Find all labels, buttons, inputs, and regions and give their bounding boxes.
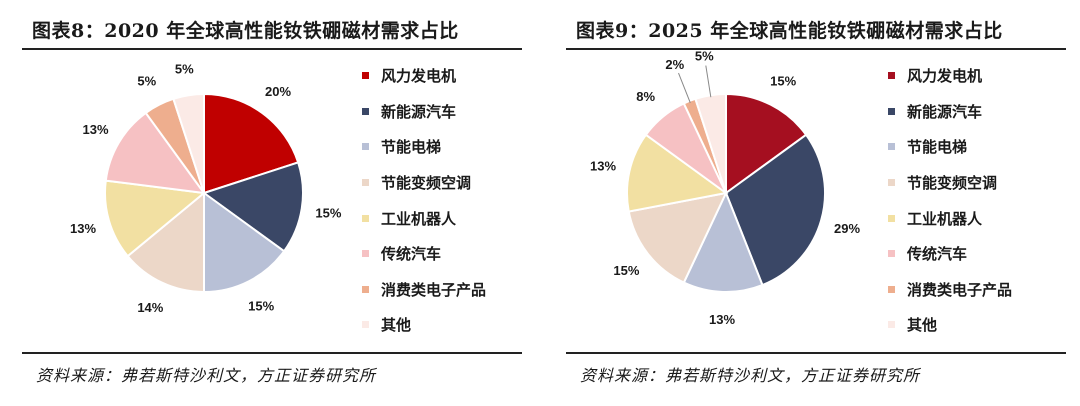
leader-line [678,72,691,103]
slice-percent-label: 5% [175,62,194,77]
legend-item: 传统汽车 [362,236,486,272]
legend-item: 节能电梯 [888,129,1012,165]
legend-item: 其他 [888,307,1012,343]
chart-title: 图表9：2025 年全球高性能钕铁硼磁材需求占比 [576,20,1003,42]
legend-swatch [362,321,369,329]
slice-percent-label: 29% [834,221,860,236]
legend-label: 消费类电子产品 [907,280,1013,299]
chart-legend: 风力发电机新能源汽车节能电梯节能变频空调 工业机器人传统汽车消费类电子产品 其他 [362,58,486,343]
legend-item: 节能电梯 [362,129,486,165]
legend-swatch [888,143,895,151]
source-note: 资料来源：弗若斯特沙利文，方正证券研究所 [36,366,377,385]
legend-swatch [362,143,369,151]
chart-panel-2025: 图表9：2025 年全球高性能钕铁硼磁材需求占比 15% 29% 13% 15% 13%… [558,0,1068,406]
slice-percent-label: 5% [695,49,714,64]
slice-percent-label: 2% [665,57,684,72]
pie-slice [104,179,207,258]
pie-slice [201,161,304,253]
chart-panel-2020: 图表8：2020 年全球高性能钕铁硼磁材需求占比 20% 15% 15% 14% 13%… [14,0,524,406]
legend-item: 风力发电机 [888,58,1012,94]
slice-percent-label: 14% [137,300,163,315]
legend-item: 工业机器人 [362,200,486,236]
pie-chart-2020: 20% 15% 15% 14% 13% 13% 5% 5% [70,62,342,315]
legend-swatch [362,285,369,293]
source-note: 资料来源：弗若斯特沙利文，方正证券研究所 [580,366,921,385]
slice-percent-label: 15% [248,298,274,313]
legend-item: 新能源汽车 [362,94,486,130]
legend-swatch [888,214,895,222]
legend-swatch [888,250,895,258]
legend-swatch [888,72,895,80]
chart-legend: 风力发电机新能源汽车节能电梯节能变频空调 工业机器人传统汽车消费类电子产品 其他 [888,58,1012,343]
legend-label: 传统汽车 [907,245,968,264]
legend-item: 工业机器人 [888,200,1012,236]
pie-slice [724,133,826,287]
legend-swatch [888,321,895,329]
slice-percent-label: 20% [265,84,291,99]
legend-swatch [888,179,895,187]
pie-slice [626,133,729,213]
slice-percent-label: 13% [70,221,96,236]
pie-slice [104,111,207,195]
legend-swatch [362,250,369,258]
legend-item: 新能源汽车 [888,94,1012,130]
legend-label: 节能变频空调 [381,174,472,193]
leader-line [705,65,712,98]
pie-slice [627,191,728,284]
pie-slice [682,190,764,293]
legend-label: 新能源汽车 [381,102,457,121]
source-rule [566,352,1066,354]
legend-swatch [362,72,369,80]
pie-slice [203,92,300,195]
title-rule [566,48,1066,50]
legend-swatch [362,107,369,115]
slice-percent-label: 15% [613,263,639,278]
source-rule [22,352,522,354]
legend-swatch [888,285,895,293]
slice-percent-label: 15% [770,74,796,89]
legend-label: 新能源汽车 [907,102,983,121]
legend-item: 其他 [362,307,486,343]
legend-label: 工业机器人 [907,209,983,228]
slice-percent-label: 13% [590,159,616,174]
slice-percent-label: 8% [636,89,655,104]
slice-percent-label: 5% [137,74,156,89]
legend-label: 风力发电机 [381,67,457,86]
legend-item: 风力发电机 [362,58,486,94]
legend-label: 其他 [907,316,938,335]
legend-label: 消费类电子产品 [381,280,487,299]
slice-percent-label: 13% [83,122,109,137]
legend-swatch [362,214,369,222]
legend-label: 节能电梯 [907,138,968,157]
chart-title: 图表8：2020 年全球高性能钕铁硼磁材需求占比 [32,20,459,42]
pie-slice [203,191,286,294]
legend-label: 工业机器人 [381,209,457,228]
pie-slice [126,190,205,294]
slice-percent-label: 15% [315,206,341,221]
pie-chart-2025: 15% 29% 13% 15% 13% 8% 2% 5% [590,49,860,327]
title-rule [22,48,522,50]
legend-item: 节能变频空调 [362,165,486,201]
legend-item: 消费类电子产品 [888,272,1012,308]
legend-swatch [888,107,895,115]
legend-item: 节能变频空调 [888,165,1012,201]
legend-label: 其他 [381,316,412,335]
legend-label: 传统汽车 [381,245,442,264]
legend-item: 传统汽车 [888,236,1012,272]
pie-slice [725,92,808,195]
pie-slice [172,92,205,194]
legend-item: 消费类电子产品 [362,272,486,308]
legend-label: 节能变频空调 [907,174,998,193]
legend-label: 节能电梯 [381,138,442,157]
legend-label: 风力发电机 [907,67,983,86]
slice-percent-label: 13% [709,312,735,327]
legend-swatch [362,179,369,187]
